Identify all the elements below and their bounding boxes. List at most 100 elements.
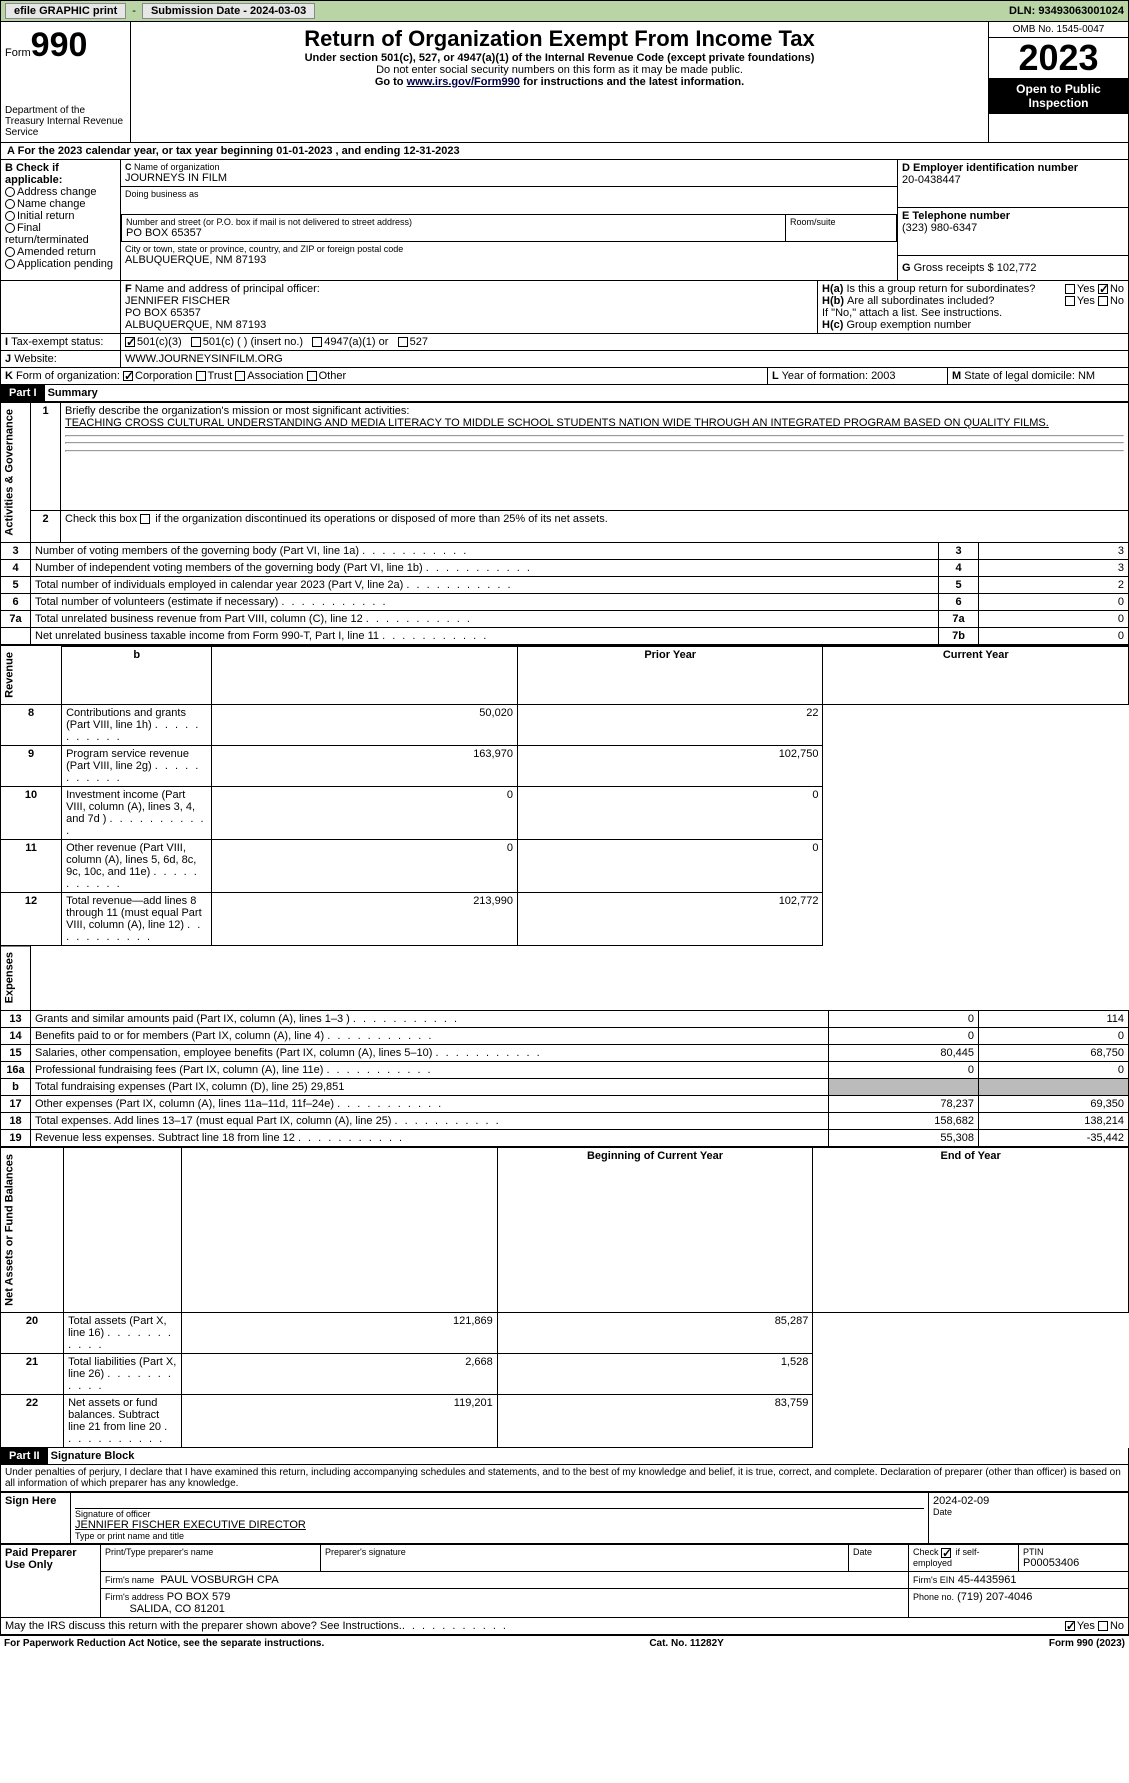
prior-year-header: Prior Year bbox=[517, 646, 823, 705]
phone-value: (323) 980-6347 bbox=[902, 222, 1124, 234]
dash: - bbox=[132, 5, 136, 17]
firm-name-label: Firm's name bbox=[105, 1575, 154, 1585]
expenses-table: Expenses 13Grants and similar amounts pa… bbox=[0, 946, 1129, 1147]
chk-trust[interactable] bbox=[196, 371, 206, 381]
discuss-no-chk[interactable] bbox=[1098, 1621, 1108, 1631]
state-domicile-label: State of legal domicile: bbox=[964, 370, 1075, 382]
goto-post: for instructions and the latest informat… bbox=[520, 76, 744, 88]
dln: DLN: 93493063001024 bbox=[1009, 5, 1124, 17]
footer-right: Form 990 (2023) bbox=[1049, 1638, 1125, 1649]
footer-mid: Cat. No. 11282Y bbox=[649, 1638, 723, 1649]
ptin-value: P00053406 bbox=[1023, 1557, 1124, 1569]
form-subtitle-2: Do not enter social security numbers on … bbox=[135, 64, 984, 76]
hb-note: If "No," attach a list. See instructions… bbox=[822, 307, 1124, 319]
form-title: Return of Organization Exempt From Incom… bbox=[135, 26, 984, 52]
irs-link[interactable]: www.irs.gov/Form990 bbox=[407, 76, 520, 88]
q1-label: Briefly describe the organization's miss… bbox=[65, 405, 409, 417]
chk-self-employed[interactable] bbox=[941, 1548, 951, 1558]
summary-table: Activities & Governance 1 Briefly descri… bbox=[0, 402, 1129, 645]
omb-number: OMB No. 1545-0047 bbox=[989, 22, 1128, 38]
discuss-text: May the IRS discuss this return with the… bbox=[5, 1620, 402, 1632]
q2-label: Check this box if the organization disco… bbox=[65, 513, 608, 525]
org-address: PO BOX 65357 bbox=[126, 227, 781, 239]
hb-no-chk[interactable] bbox=[1098, 296, 1108, 306]
dept-treasury: Department of the Treasury Internal Reve… bbox=[5, 105, 126, 138]
chk-assoc[interactable] bbox=[235, 371, 245, 381]
chk-address-change[interactable] bbox=[5, 187, 15, 197]
chk-corp[interactable] bbox=[123, 371, 133, 381]
form-subtitle-1: Under section 501(c), 527, or 4947(a)(1)… bbox=[135, 52, 984, 64]
website-value: WWW.JOURNEYSINFILM.ORG bbox=[121, 351, 1128, 367]
officer-name-title: JENNIFER FISCHER EXECUTIVE DIRECTOR bbox=[75, 1519, 924, 1531]
sig-date: 2024-02-09 bbox=[933, 1495, 1124, 1507]
part-2-title: Signature Block bbox=[51, 1450, 135, 1462]
goto-pre: Go to bbox=[375, 76, 407, 88]
current-year-header: Current Year bbox=[823, 646, 1129, 705]
officer-block: F Name and address of principal officer:… bbox=[0, 281, 1129, 334]
discuss-yes-chk[interactable] bbox=[1065, 1621, 1075, 1631]
hc-label: Group exemption number bbox=[846, 319, 971, 331]
part-1-title: Summary bbox=[48, 387, 98, 399]
officer-line-2: PO BOX 65357 bbox=[125, 307, 813, 319]
officer-line-3: ALBUQUERQUE, NM 87193 bbox=[125, 319, 813, 331]
chk-amended-return[interactable] bbox=[5, 247, 15, 257]
hb-label: Are all subordinates included? bbox=[847, 295, 994, 307]
firm-ein-label: Firm's EIN bbox=[913, 1575, 955, 1585]
ha-yes-chk[interactable] bbox=[1065, 284, 1075, 294]
sign-here-table: Sign Here Signature of officer JENNIFER … bbox=[0, 1492, 1129, 1544]
prep-date-label: Date bbox=[853, 1547, 904, 1557]
form-number: 990 bbox=[31, 26, 88, 64]
addr-label: Number and street (or P.O. box if mail i… bbox=[126, 217, 781, 227]
chk-527[interactable] bbox=[398, 337, 408, 347]
entity-block: B Check if applicable: Address change Na… bbox=[0, 160, 1129, 281]
dba-label: Doing business as bbox=[125, 189, 893, 199]
chk-name-change[interactable] bbox=[5, 199, 15, 209]
chk-application-pending[interactable] bbox=[5, 259, 15, 269]
chk-other[interactable] bbox=[307, 371, 317, 381]
declaration-text: Under penalties of perjury, I declare th… bbox=[0, 1465, 1129, 1492]
page-footer: For Paperwork Reduction Act Notice, see … bbox=[0, 1635, 1129, 1651]
chk-4947[interactable] bbox=[312, 337, 322, 347]
firm-addr-label: Firm's address bbox=[105, 1592, 164, 1602]
gross-label: Gross receipts $ bbox=[914, 262, 994, 274]
prep-phone: (719) 207-4046 bbox=[957, 1591, 1032, 1603]
paid-preparer-label: Paid Preparer Use Only bbox=[1, 1545, 101, 1618]
year-formation-label: Year of formation: bbox=[782, 370, 868, 382]
part-2-label: Part II bbox=[1, 1448, 48, 1464]
chk-501c[interactable] bbox=[191, 337, 201, 347]
chk-initial-return[interactable] bbox=[5, 211, 15, 221]
rev-section-label: Revenue bbox=[1, 646, 62, 705]
firm-addr-1: PO BOX 579 bbox=[167, 1591, 231, 1603]
efile-button[interactable]: efile GRAPHIC print bbox=[5, 3, 126, 19]
date-label: Date bbox=[933, 1507, 1124, 1517]
website-label: Website: bbox=[14, 353, 57, 365]
revenue-table: Revenue b Prior Year Current Year 8Contr… bbox=[0, 645, 1129, 946]
form-of-org-label: Form of organization: bbox=[16, 370, 120, 382]
gov-section-label: Activities & Governance bbox=[1, 403, 31, 543]
ha-no-chk[interactable] bbox=[1098, 284, 1108, 294]
sig-officer-label: Signature of officer bbox=[75, 1509, 924, 1519]
boy-header: Beginning of Current Year bbox=[497, 1148, 813, 1313]
year-formation-value: 2003 bbox=[871, 370, 895, 382]
room-label: Room/suite bbox=[790, 217, 892, 227]
open-to-public: Open to Public Inspection bbox=[989, 78, 1128, 114]
chk-discontinued[interactable] bbox=[140, 514, 150, 524]
type-name-label: Type or print name and title bbox=[75, 1531, 924, 1541]
pt-name-label: Print/Type preparer's name bbox=[105, 1547, 316, 1557]
eoy-header: End of Year bbox=[813, 1148, 1129, 1313]
hb-yes-chk[interactable] bbox=[1065, 296, 1075, 306]
tax-year: 2023 bbox=[989, 38, 1128, 78]
part-1-label: Part I bbox=[1, 385, 45, 401]
chk-501c3[interactable] bbox=[125, 337, 135, 347]
ein-value: 20-0438447 bbox=[902, 174, 1124, 186]
officer-line-1: JENNIFER FISCHER bbox=[125, 295, 813, 307]
section-b-title: B Check if applicable: bbox=[5, 162, 116, 186]
section-a: A For the 2023 calendar year, or tax yea… bbox=[0, 143, 1129, 160]
name-label: Name of organization bbox=[134, 162, 220, 172]
form-header: Form990 Department of the Treasury Inter… bbox=[0, 22, 1129, 143]
ein-label: Employer identification number bbox=[913, 162, 1078, 174]
mission-text: TEACHING CROSS CULTURAL UNDERSTANDING AN… bbox=[65, 417, 1049, 429]
sign-here-label: Sign Here bbox=[1, 1493, 71, 1544]
tax-exempt-label: Tax-exempt status: bbox=[11, 336, 103, 348]
chk-final-return[interactable] bbox=[5, 223, 15, 233]
